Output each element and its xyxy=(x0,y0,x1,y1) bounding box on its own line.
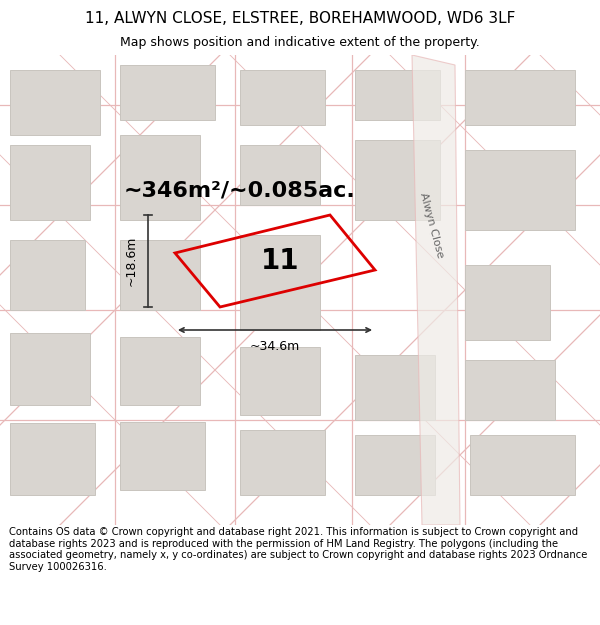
Bar xyxy=(240,235,320,330)
Bar xyxy=(120,240,200,310)
Bar xyxy=(465,265,550,340)
Bar xyxy=(465,360,555,420)
Text: Contains OS data © Crown copyright and database right 2021. This information is : Contains OS data © Crown copyright and d… xyxy=(9,527,587,572)
Bar xyxy=(120,422,205,490)
Polygon shape xyxy=(412,55,460,525)
Bar xyxy=(10,333,90,405)
Bar xyxy=(10,145,90,220)
Bar xyxy=(355,355,435,420)
Bar xyxy=(10,240,85,310)
Text: 11, ALWYN CLOSE, ELSTREE, BOREHAMWOOD, WD6 3LF: 11, ALWYN CLOSE, ELSTREE, BOREHAMWOOD, W… xyxy=(85,11,515,26)
Bar xyxy=(470,435,575,495)
Bar xyxy=(355,140,440,220)
Text: Map shows position and indicative extent of the property.: Map shows position and indicative extent… xyxy=(120,36,480,49)
Bar xyxy=(240,347,320,415)
Text: ~346m²/~0.085ac.: ~346m²/~0.085ac. xyxy=(124,180,356,200)
Bar xyxy=(10,423,95,495)
Bar xyxy=(120,135,200,220)
Bar xyxy=(465,70,575,125)
Text: ~34.6m: ~34.6m xyxy=(250,340,300,353)
Bar xyxy=(240,70,325,125)
Bar xyxy=(10,70,100,135)
Text: 11: 11 xyxy=(261,247,299,275)
Text: ~18.6m: ~18.6m xyxy=(125,236,138,286)
Bar xyxy=(120,65,215,120)
Bar xyxy=(240,145,320,205)
Bar xyxy=(355,435,435,495)
Bar xyxy=(355,70,440,120)
Bar xyxy=(465,150,575,230)
Text: Alwyn Close: Alwyn Close xyxy=(418,191,446,259)
Bar xyxy=(240,430,325,495)
Bar xyxy=(120,337,200,405)
